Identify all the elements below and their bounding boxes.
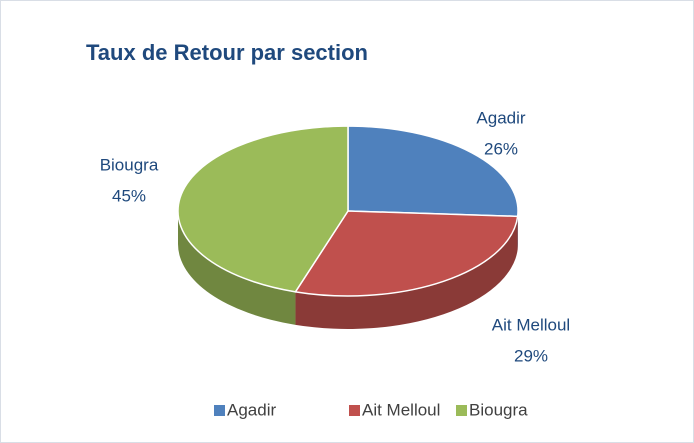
data-label-value: 29% (514, 346, 548, 365)
data-label-name: Agadir (476, 108, 525, 127)
data-label-name: Biougra (100, 155, 159, 174)
legend-label: Ait Melloul (362, 400, 440, 419)
legend-label: Agadir (227, 400, 276, 419)
legend-label: Biougra (469, 400, 528, 419)
legend-swatch (349, 405, 360, 416)
slice (294, 210, 519, 297)
legend-swatch (456, 405, 467, 416)
data-label-value: 26% (484, 139, 518, 158)
legend-swatch (214, 405, 225, 416)
slice-side (178, 211, 296, 325)
slice-side (295, 216, 518, 330)
slice (347, 125, 519, 218)
data-label-name: Ait Melloul (492, 315, 570, 334)
slice (177, 125, 349, 293)
data-label-value: 45% (112, 186, 146, 205)
chart-title: Taux de Retour par section (86, 40, 368, 65)
